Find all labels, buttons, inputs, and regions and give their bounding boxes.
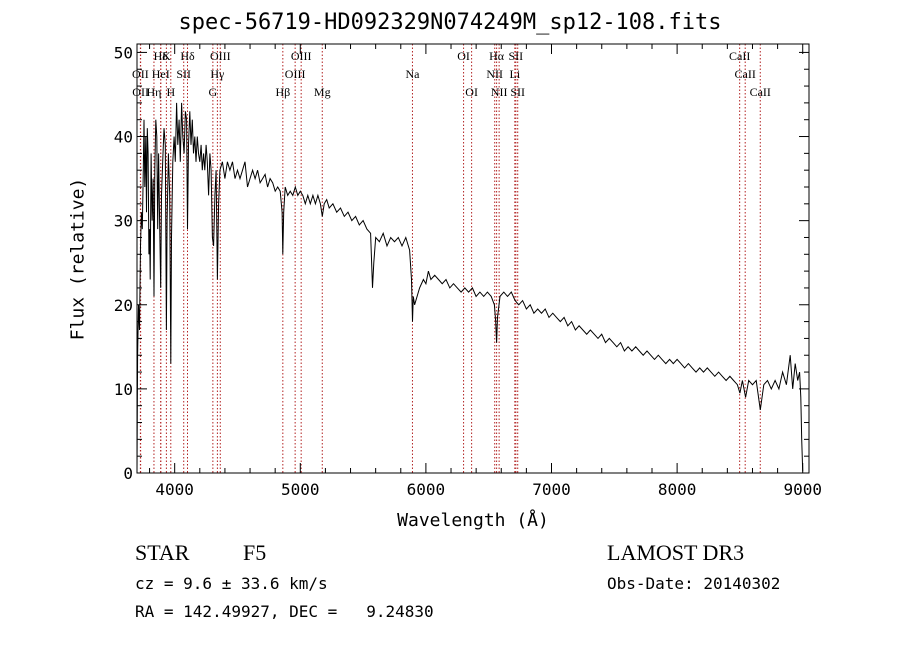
line-label-22: SII (508, 49, 523, 63)
y-tick-label: 30 (114, 212, 133, 231)
line-label-2: OII (132, 85, 149, 99)
y-tick-label: 50 (114, 43, 133, 62)
x-tick-label: 4000 (155, 480, 194, 499)
y-tick-label: 20 (114, 296, 133, 315)
object-subclass: F5 (243, 540, 267, 565)
line-label-25: CaII (729, 49, 750, 63)
survey-name: LAMOST DR3 (607, 540, 745, 565)
line-label-1: OII (132, 67, 149, 81)
y-tick-label: 10 (114, 380, 133, 399)
line-label-3: HeI (152, 67, 170, 81)
line-label-10: Hγ (210, 67, 225, 81)
line-label-16: Na (405, 67, 420, 81)
line-label-24: SII (510, 85, 525, 99)
line-label-20: NII (486, 67, 503, 81)
y-tick-label: 40 (114, 128, 133, 147)
x-tick-label: 6000 (407, 480, 446, 499)
line-label-11: G (209, 85, 218, 99)
line-label-6: H (166, 85, 175, 99)
line-label-18: OI (465, 85, 478, 99)
line-label-8: Hδ (180, 49, 195, 63)
line-label-21: NII (491, 85, 508, 99)
plot-frame (136, 43, 810, 474)
line-label-5: K (162, 49, 171, 63)
x-tick-label: 7000 (532, 480, 571, 499)
y-tick-label: 0 (123, 464, 133, 483)
chart-title: spec-56719-HD092329N074249M_sp12-108.fit… (178, 10, 722, 35)
axis-ticks: 4000 5000 6000 7000 8000 9000 0 10 20 30 40 50 (114, 43, 822, 499)
line-label-27: CaII (750, 85, 771, 99)
coordinates: RA = 142.49927, DEC = 9.24830 (135, 602, 434, 621)
line-label-15: Mg (314, 85, 331, 99)
line-label-9: OIII (210, 49, 231, 63)
line-label-7: SII (176, 67, 191, 81)
x-axis-label: Wavelength (Å) (397, 510, 549, 531)
line-label-4: Hη (146, 85, 161, 99)
spectral-line-markers (139, 44, 761, 473)
x-tick-label: 5000 (281, 480, 320, 499)
line-label-13: OIII (291, 49, 312, 63)
flux-series-line (136, 102, 804, 472)
object-class: STAR (135, 540, 190, 565)
line-label-19: Hα (489, 49, 505, 63)
y-axis-label: Flux (relative) (67, 177, 89, 341)
observation-date: Obs-Date: 20140302 (607, 574, 781, 593)
x-tick-label: 9000 (783, 480, 822, 499)
line-label-12: Hβ (275, 85, 290, 99)
line-label-0: Hδ (154, 49, 169, 63)
redshift-info: cz = 9.6 ± 33.6 km/s (135, 574, 328, 593)
line-label-26: CaII (735, 67, 756, 81)
line-label-23: Li (509, 67, 520, 81)
x-tick-label: 8000 (658, 480, 697, 499)
line-label-14: OIII (285, 67, 306, 81)
line-label-17: OI (457, 49, 470, 63)
